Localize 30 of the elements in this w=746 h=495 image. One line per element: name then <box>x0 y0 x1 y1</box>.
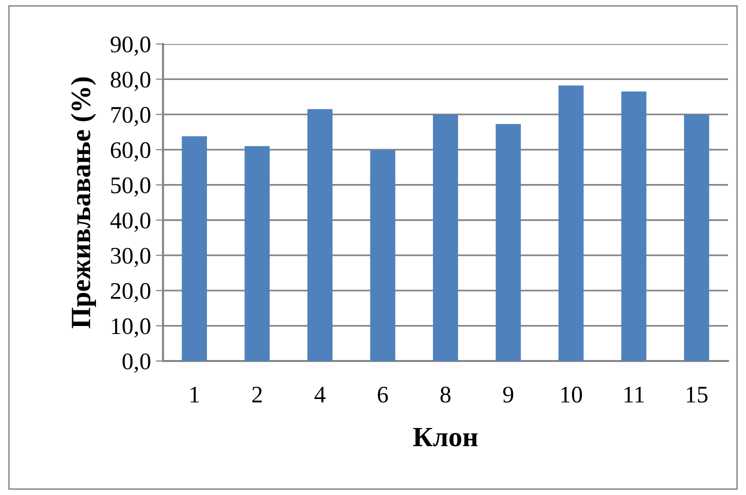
y-tick-label: 0,0 <box>122 353 150 373</box>
y-tick-label: 40,0 <box>110 212 150 232</box>
bar <box>558 86 584 361</box>
bar <box>621 92 646 361</box>
x-tick-label: 1 <box>190 386 199 402</box>
bar <box>370 150 396 361</box>
y-tick-label: 20,0 <box>110 283 150 302</box>
y-tick-label: 90,0 <box>110 36 150 56</box>
y-tick-label: 50,0 <box>111 177 150 197</box>
bar <box>496 124 521 361</box>
y-axis-title: Преживљавање (%) <box>70 77 96 328</box>
y-tick-label: 10,0 <box>112 318 150 338</box>
x-tick-label: 4 <box>314 386 326 402</box>
x-tick-label: 2 <box>252 386 262 402</box>
y-tick-label: 70,0 <box>111 106 150 126</box>
x-tick-label: 10 <box>561 386 582 403</box>
y-tick-label: 30,0 <box>111 248 150 268</box>
x-tick-label: 11 <box>624 386 644 402</box>
bar <box>182 136 207 361</box>
bar <box>432 114 458 361</box>
x-tick-label: 9 <box>503 386 514 403</box>
bar <box>684 114 710 361</box>
x-axis-title: Клон <box>413 428 478 446</box>
x-tick-label: 15 <box>686 386 708 403</box>
x-tick-label: 6 <box>378 386 388 403</box>
bar <box>307 109 332 361</box>
y-tick-label: 80,0 <box>110 72 150 92</box>
bar <box>244 146 270 361</box>
y-tick-label: 60,0 <box>110 142 150 162</box>
x-tick-label: 8 <box>440 386 451 403</box>
